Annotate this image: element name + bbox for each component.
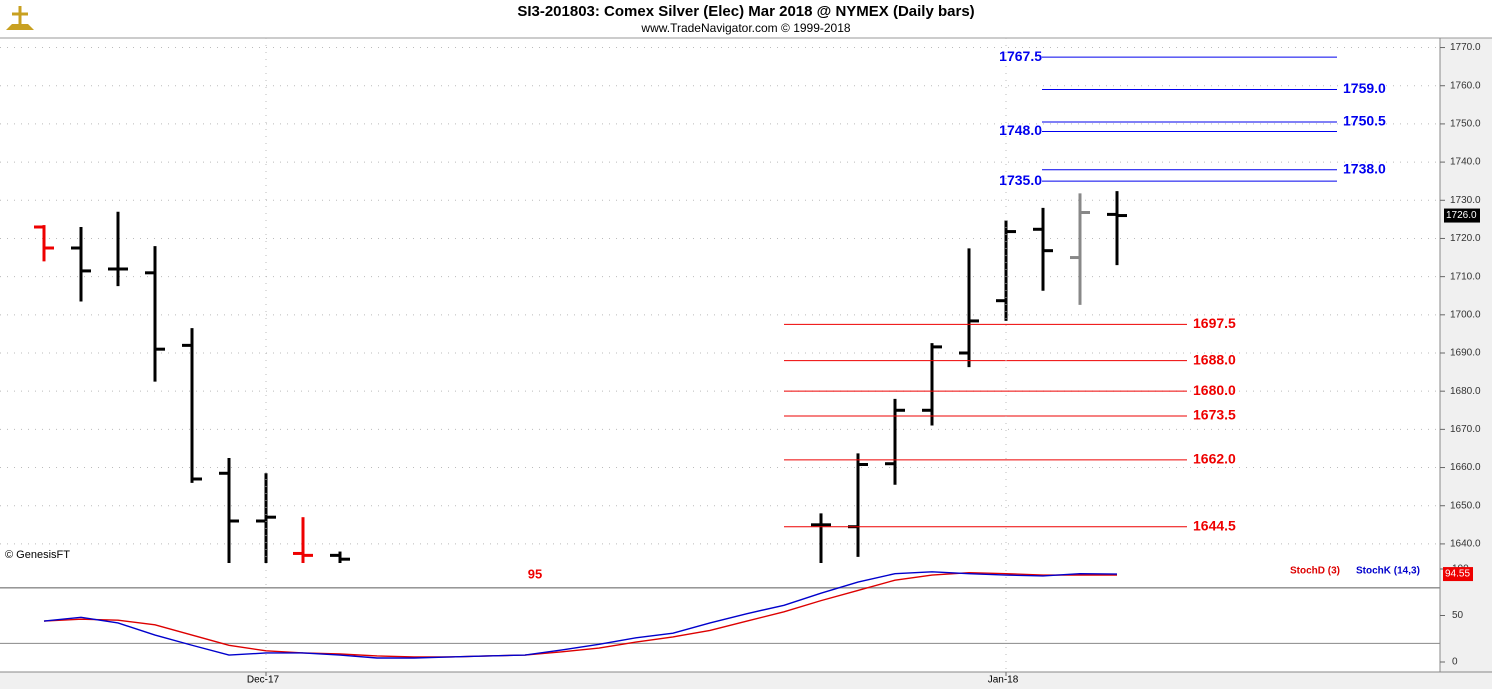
logo xyxy=(6,6,34,30)
y-tick-label: 1740.0 xyxy=(1450,157,1481,168)
level-label: 1688.0 xyxy=(1193,351,1236,367)
level-label: 1680.0 xyxy=(1193,382,1236,398)
last-value-box xyxy=(1443,567,1473,582)
level-label: 1673.5 xyxy=(1193,407,1236,423)
y-tick-label: 50 xyxy=(1452,610,1464,621)
last-price-box xyxy=(1444,208,1480,223)
y-tick-label: 1670.0 xyxy=(1450,424,1481,435)
legend-entry: StochD (3) xyxy=(1290,566,1340,577)
x-tick-label: Dec-17 xyxy=(247,675,280,686)
y-tick-label: 1700.0 xyxy=(1450,309,1481,320)
price-bars xyxy=(34,191,1127,563)
y-tick-label: 1710.0 xyxy=(1450,271,1481,282)
right-axis-panel xyxy=(1440,38,1492,672)
bottom-axis-panel xyxy=(0,672,1492,689)
level-label: 1738.0 xyxy=(1343,160,1386,176)
level-label: 1662.0 xyxy=(1193,451,1236,467)
level-label: 1748.0 xyxy=(999,122,1042,138)
y-tick-label: 0 xyxy=(1452,657,1458,668)
last-price-label: 1726.0 xyxy=(1446,210,1477,221)
y-tick-label: 1640.0 xyxy=(1450,539,1481,550)
level-label: 1767.5 xyxy=(999,48,1042,64)
stoch-line xyxy=(43,571,1118,659)
x-tick-label: Jan-18 xyxy=(988,675,1019,686)
y-tick-label: 1660.0 xyxy=(1450,462,1481,473)
y-tick-label: 1650.0 xyxy=(1450,500,1481,511)
y-tick-label: 1750.0 xyxy=(1450,119,1481,130)
y-tick-label: 1690.0 xyxy=(1450,348,1481,359)
y-tick-label: 1680.0 xyxy=(1450,386,1481,397)
stoch-line xyxy=(43,572,1117,658)
level-label: 1750.5 xyxy=(1343,113,1386,129)
level-label: 1735.0 xyxy=(999,172,1042,188)
level-label: 1759.0 xyxy=(1343,80,1386,96)
legend-entry: StochK (14,3) xyxy=(1356,566,1420,577)
level-label: 1644.5 xyxy=(1193,517,1236,533)
chart-subtitle: www.TradeNavigator.com © 1999-2018 xyxy=(640,21,850,35)
annotation: 95 xyxy=(528,566,542,581)
chart-title: SI3-201803: Comex Silver (Elec) Mar 2018… xyxy=(517,3,974,20)
last-value-label: 94.55 xyxy=(1445,569,1470,580)
y-tick-label: 1720.0 xyxy=(1450,233,1481,244)
y-tick-label: 1730.0 xyxy=(1450,195,1481,206)
y-tick-label: 1760.0 xyxy=(1450,80,1481,91)
y-tick-label: 1770.0 xyxy=(1450,42,1481,53)
level-label: 1697.5 xyxy=(1193,315,1236,331)
credit: © GenesisFT xyxy=(5,549,70,561)
